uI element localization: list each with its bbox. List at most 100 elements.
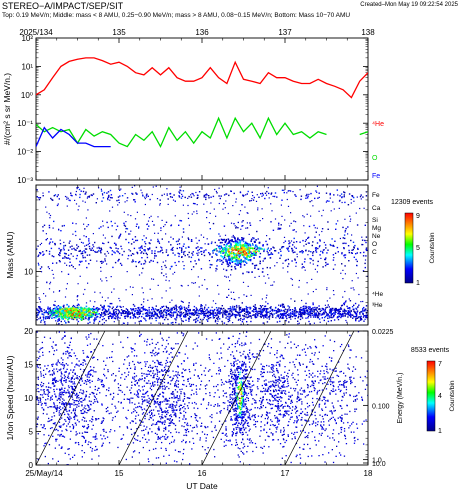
speed-event <box>52 435 54 437</box>
mass-event <box>287 249 289 251</box>
mass-event <box>289 312 292 314</box>
speed-event <box>82 416 84 418</box>
mass-event <box>179 309 181 311</box>
mass-event <box>192 202 195 205</box>
mass-event <box>227 320 230 323</box>
mass-hotspot-event <box>89 315 92 317</box>
mass-event <box>318 196 320 198</box>
mass-event <box>63 241 65 243</box>
mass-event <box>243 194 245 196</box>
mass-hotspot-event <box>235 249 237 251</box>
speed-event <box>95 418 97 420</box>
speed-event <box>83 436 85 438</box>
mass-event <box>356 310 359 312</box>
mass-event <box>37 255 39 258</box>
speed-event <box>44 455 46 458</box>
mass-event <box>112 306 114 308</box>
mass-event <box>196 204 198 206</box>
mass-event <box>200 268 203 270</box>
legend-label-Fe: Fe <box>372 173 380 180</box>
mass-event <box>144 259 146 261</box>
mass-event <box>365 312 368 314</box>
mass-event <box>229 306 232 308</box>
mass-event <box>105 319 107 322</box>
mass-hotspot-event <box>83 307 86 310</box>
mass-event <box>132 303 135 306</box>
mass-event <box>182 312 185 314</box>
mass-event <box>140 320 142 322</box>
mass-event <box>39 252 41 254</box>
mass-event <box>104 253 106 255</box>
speed-event <box>83 426 85 428</box>
mass-event <box>109 306 111 308</box>
mass-event <box>76 188 78 190</box>
mass-event <box>191 252 193 255</box>
mass-event <box>240 317 242 320</box>
mass-event <box>239 306 242 309</box>
mass-event <box>262 310 265 312</box>
mass-event <box>137 317 139 319</box>
mass-event <box>102 306 104 308</box>
speed-event <box>179 399 181 401</box>
mass-hotspot-event <box>242 244 245 246</box>
mass-event <box>73 305 76 308</box>
mass-event <box>288 313 290 315</box>
mass-event <box>175 317 178 319</box>
mass-hotspot-event <box>236 241 239 243</box>
mass-event <box>191 268 193 271</box>
mass-event <box>206 217 208 219</box>
mass-event <box>261 313 263 315</box>
mass-event <box>329 308 332 310</box>
mass-event <box>344 313 346 315</box>
speed-event <box>175 414 177 416</box>
mass-event <box>240 310 243 312</box>
mass-hotspot-event <box>212 250 214 252</box>
speed-event <box>37 387 39 390</box>
mass-event <box>212 300 214 302</box>
mass-hotspot-event <box>88 315 91 317</box>
mass-hotspot-event <box>230 244 232 246</box>
mass-event <box>184 314 186 316</box>
speed-event <box>85 395 87 397</box>
mass-event <box>325 307 327 309</box>
speed-event <box>52 370 54 372</box>
mass-event <box>59 250 62 252</box>
mass-event <box>241 225 243 227</box>
mass-event <box>326 313 328 315</box>
mass-hotspot-event <box>228 242 230 244</box>
mass-event <box>279 257 281 259</box>
speed-event <box>103 430 105 432</box>
mass-event <box>322 266 324 268</box>
mass-event <box>334 240 336 242</box>
mass-event <box>261 208 263 210</box>
mass-event <box>263 317 265 319</box>
speed-event <box>87 424 89 426</box>
mass-hotspot-event <box>242 238 244 240</box>
mass-hotspot-event <box>83 313 86 316</box>
mass-event <box>203 194 205 197</box>
mass-event <box>119 233 122 235</box>
mass-hotspot-event <box>241 245 244 247</box>
mass-event <box>322 312 325 314</box>
mass-event <box>310 258 312 260</box>
mass-event <box>253 237 255 239</box>
speed-event <box>53 388 55 391</box>
speed-event <box>65 370 67 373</box>
mass-hotspot-event <box>255 244 257 246</box>
mass-event <box>196 242 198 244</box>
speed-event <box>52 341 54 343</box>
mass-event <box>180 318 182 320</box>
mass-event <box>211 241 213 243</box>
speed-event <box>53 406 56 408</box>
speed-event <box>58 393 61 395</box>
mass-event <box>198 258 200 260</box>
mass-event <box>246 222 248 224</box>
mass-event <box>182 231 185 233</box>
speed-event <box>77 378 79 380</box>
speed-event <box>151 413 153 415</box>
mass-event <box>178 306 180 309</box>
mass-event <box>185 314 187 316</box>
mass-event <box>277 311 279 313</box>
mass-event <box>114 317 117 320</box>
mass-hotspot-event <box>228 245 230 247</box>
